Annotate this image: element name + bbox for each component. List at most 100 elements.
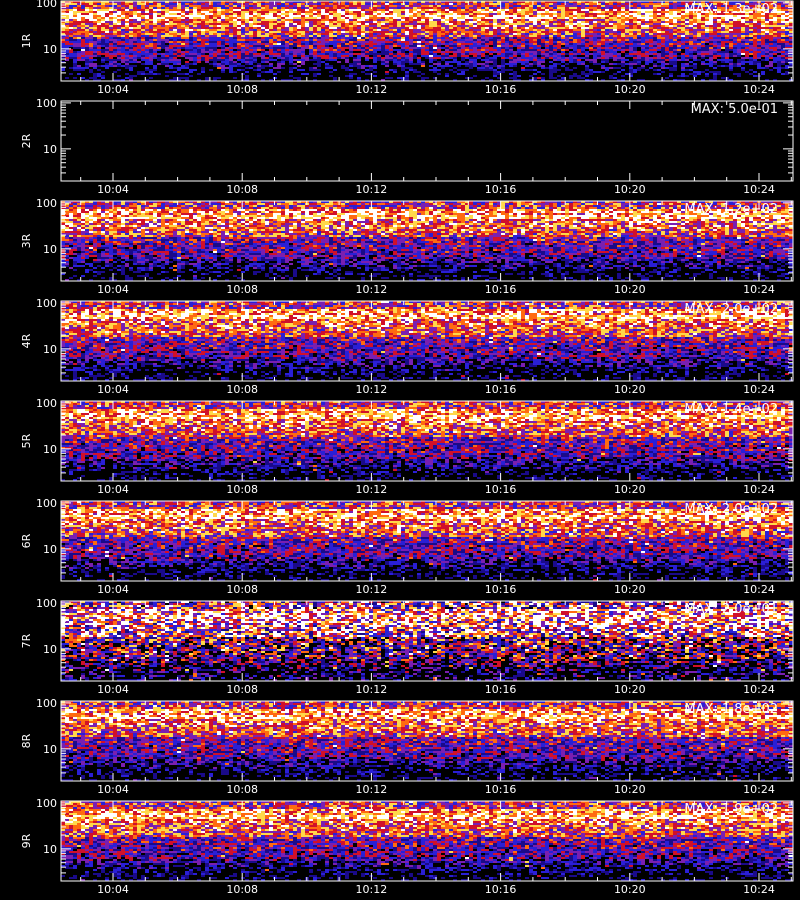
heatmap-cells: [61, 1, 793, 81]
x-tick-label: 10:24: [743, 183, 775, 196]
plot-frame: [60, 600, 794, 682]
y-tick-label: 100: [36, 297, 57, 310]
x-tick-label: 10:04: [97, 283, 129, 296]
heatmap-cells: [61, 701, 793, 781]
x-tick-label: 10:04: [97, 883, 129, 896]
x-tick-label: 10:04: [97, 583, 129, 596]
x-tick-label: 10:08: [226, 183, 258, 196]
panel-1r: 10 100 10:04 10:08 10:12 10:16 10:20 10:24 1R MAX…: [20, 0, 794, 96]
panel-label: 5R: [20, 433, 33, 448]
x-tick-label: 10:24: [743, 583, 775, 596]
max-label: MAX: 1.4e+02: [684, 402, 778, 417]
x-tick-label: 10:04: [97, 683, 129, 696]
x-tick-label: 10:20: [614, 283, 646, 296]
max-label: MAX: 1.8e+02: [684, 702, 778, 717]
panel-3r: 10 100 10:04 10:08 10:12 10:16 10:20 10:24 3R MAX…: [20, 197, 794, 296]
x-tick-label: 10:20: [614, 683, 646, 696]
panel-7r: 10 100 10:04 10:08 10:12 10:16 10:20 10:24 7R MAX…: [20, 597, 794, 696]
panel-label: 2R: [20, 133, 33, 148]
x-tick-label: 10:08: [226, 883, 258, 896]
y-tick-label: 10: [43, 643, 57, 656]
plot-frame: [60, 300, 794, 382]
panel-6r: 10 100 10:04 10:08 10:12 10:16 10:20 10:24 6R MAX…: [20, 497, 794, 596]
x-tick-label: 10:04: [97, 83, 129, 96]
y-tick-label: 10: [43, 43, 57, 56]
x-tick-label: 10:16: [485, 283, 517, 296]
x-tick-label: 10:12: [356, 183, 388, 196]
y-tick-label: 100: [36, 97, 57, 110]
y-tick-label: 100: [36, 597, 57, 610]
x-tick-label: 10:12: [356, 483, 388, 496]
plot-frame: [60, 0, 794, 82]
y-tick-label: 10: [43, 743, 57, 756]
x-tick-label: 10:16: [485, 783, 517, 796]
max-label: MAX: 1.9e+02: [684, 802, 778, 817]
x-tick-label: 10:16: [485, 183, 517, 196]
panel-label: 3R: [20, 233, 33, 248]
heatmap-cells: [61, 501, 793, 581]
max-label: MAX: 5.0e-01: [691, 102, 778, 117]
panel-label: 7R: [20, 633, 33, 648]
x-tick-label: 10:20: [614, 783, 646, 796]
x-tick-label: 10:08: [226, 383, 258, 396]
plot-frame: [60, 200, 794, 282]
x-tick-label: 10:12: [356, 283, 388, 296]
max-label: MAX: 2.0e+02: [684, 302, 778, 317]
y-tick-label: 10: [43, 543, 57, 556]
x-tick-label: 10:08: [226, 483, 258, 496]
x-tick-label: 10:12: [356, 683, 388, 696]
panel-5r: 10 100 10:04 10:08 10:12 10:16 10:20 10:24 5R MAX…: [20, 397, 794, 496]
plot-frame: [60, 500, 794, 582]
x-tick-label: 10:08: [226, 783, 258, 796]
x-tick-label: 10:24: [743, 783, 775, 796]
y-tick-label: 100: [36, 397, 57, 410]
panel-4r: 10 100 10:04 10:08 10:12 10:16 10:20 10:24 4R MAX…: [20, 297, 794, 396]
panel-label: 8R: [20, 733, 33, 748]
plot-frame: [60, 400, 794, 482]
y-tick-label: 100: [36, 797, 57, 810]
x-tick-label: 10:16: [485, 483, 517, 496]
x-tick-label: 10:04: [97, 783, 129, 796]
x-tick-label: 10:24: [743, 483, 775, 496]
x-tick-label: 10:20: [614, 83, 646, 96]
panel-8r: 10 100 10:04 10:08 10:12 10:16 10:20 10:24 8R MAX…: [20, 697, 794, 796]
panel-label: 4R: [20, 333, 33, 348]
x-tick-label: 10:20: [614, 183, 646, 196]
y-tick-label: 10: [43, 843, 57, 856]
x-tick-label: 10:12: [356, 883, 388, 896]
x-tick-label: 10:12: [356, 783, 388, 796]
x-tick-label: 10:12: [356, 583, 388, 596]
x-tick-label: 10:12: [356, 83, 388, 96]
y-tick-label: 10: [43, 243, 57, 256]
plot-frame: [60, 800, 794, 882]
heatmap-cells: [61, 601, 793, 681]
x-tick-label: 10:08: [226, 283, 258, 296]
panel-9r: 10 100 10:04 10:08 10:12 10:16 10:20 10:24 9R MAX…: [20, 797, 794, 896]
max-label: MAX: 2.0e+01: [684, 602, 778, 617]
panel-label: 9R: [20, 833, 33, 848]
x-tick-label: 10:24: [743, 883, 775, 896]
x-tick-label: 10:08: [226, 83, 258, 96]
x-tick-label: 10:20: [614, 583, 646, 596]
x-tick-label: 10:24: [743, 683, 775, 696]
x-tick-label: 10:16: [485, 883, 517, 896]
y-tick-label: 10: [43, 443, 57, 456]
x-tick-label: 10:16: [485, 583, 517, 596]
plot-frame: [60, 100, 794, 182]
y-tick-label: 10: [43, 143, 57, 156]
x-tick-label: 10:04: [97, 383, 129, 396]
x-tick-label: 10:16: [485, 383, 517, 396]
x-tick-label: 10:20: [614, 483, 646, 496]
max-label: MAX: 1.2e+02: [684, 202, 778, 217]
panel-2r: 10 100 10:04 10:08 10:12 10:16 10:20 10:24 2R MAX…: [20, 97, 794, 196]
x-tick-label: 10:16: [485, 83, 517, 96]
max-label: MAX: 2.0e+02: [684, 502, 778, 517]
heatmap-cells: [61, 201, 793, 281]
heatmap-cells: [61, 301, 793, 381]
x-tick-label: 10:08: [226, 583, 258, 596]
x-tick-label: 10:04: [97, 483, 129, 496]
x-tick-label: 10:24: [743, 83, 775, 96]
y-tick-label: 10: [43, 343, 57, 356]
y-tick-label: 100: [36, 697, 57, 710]
